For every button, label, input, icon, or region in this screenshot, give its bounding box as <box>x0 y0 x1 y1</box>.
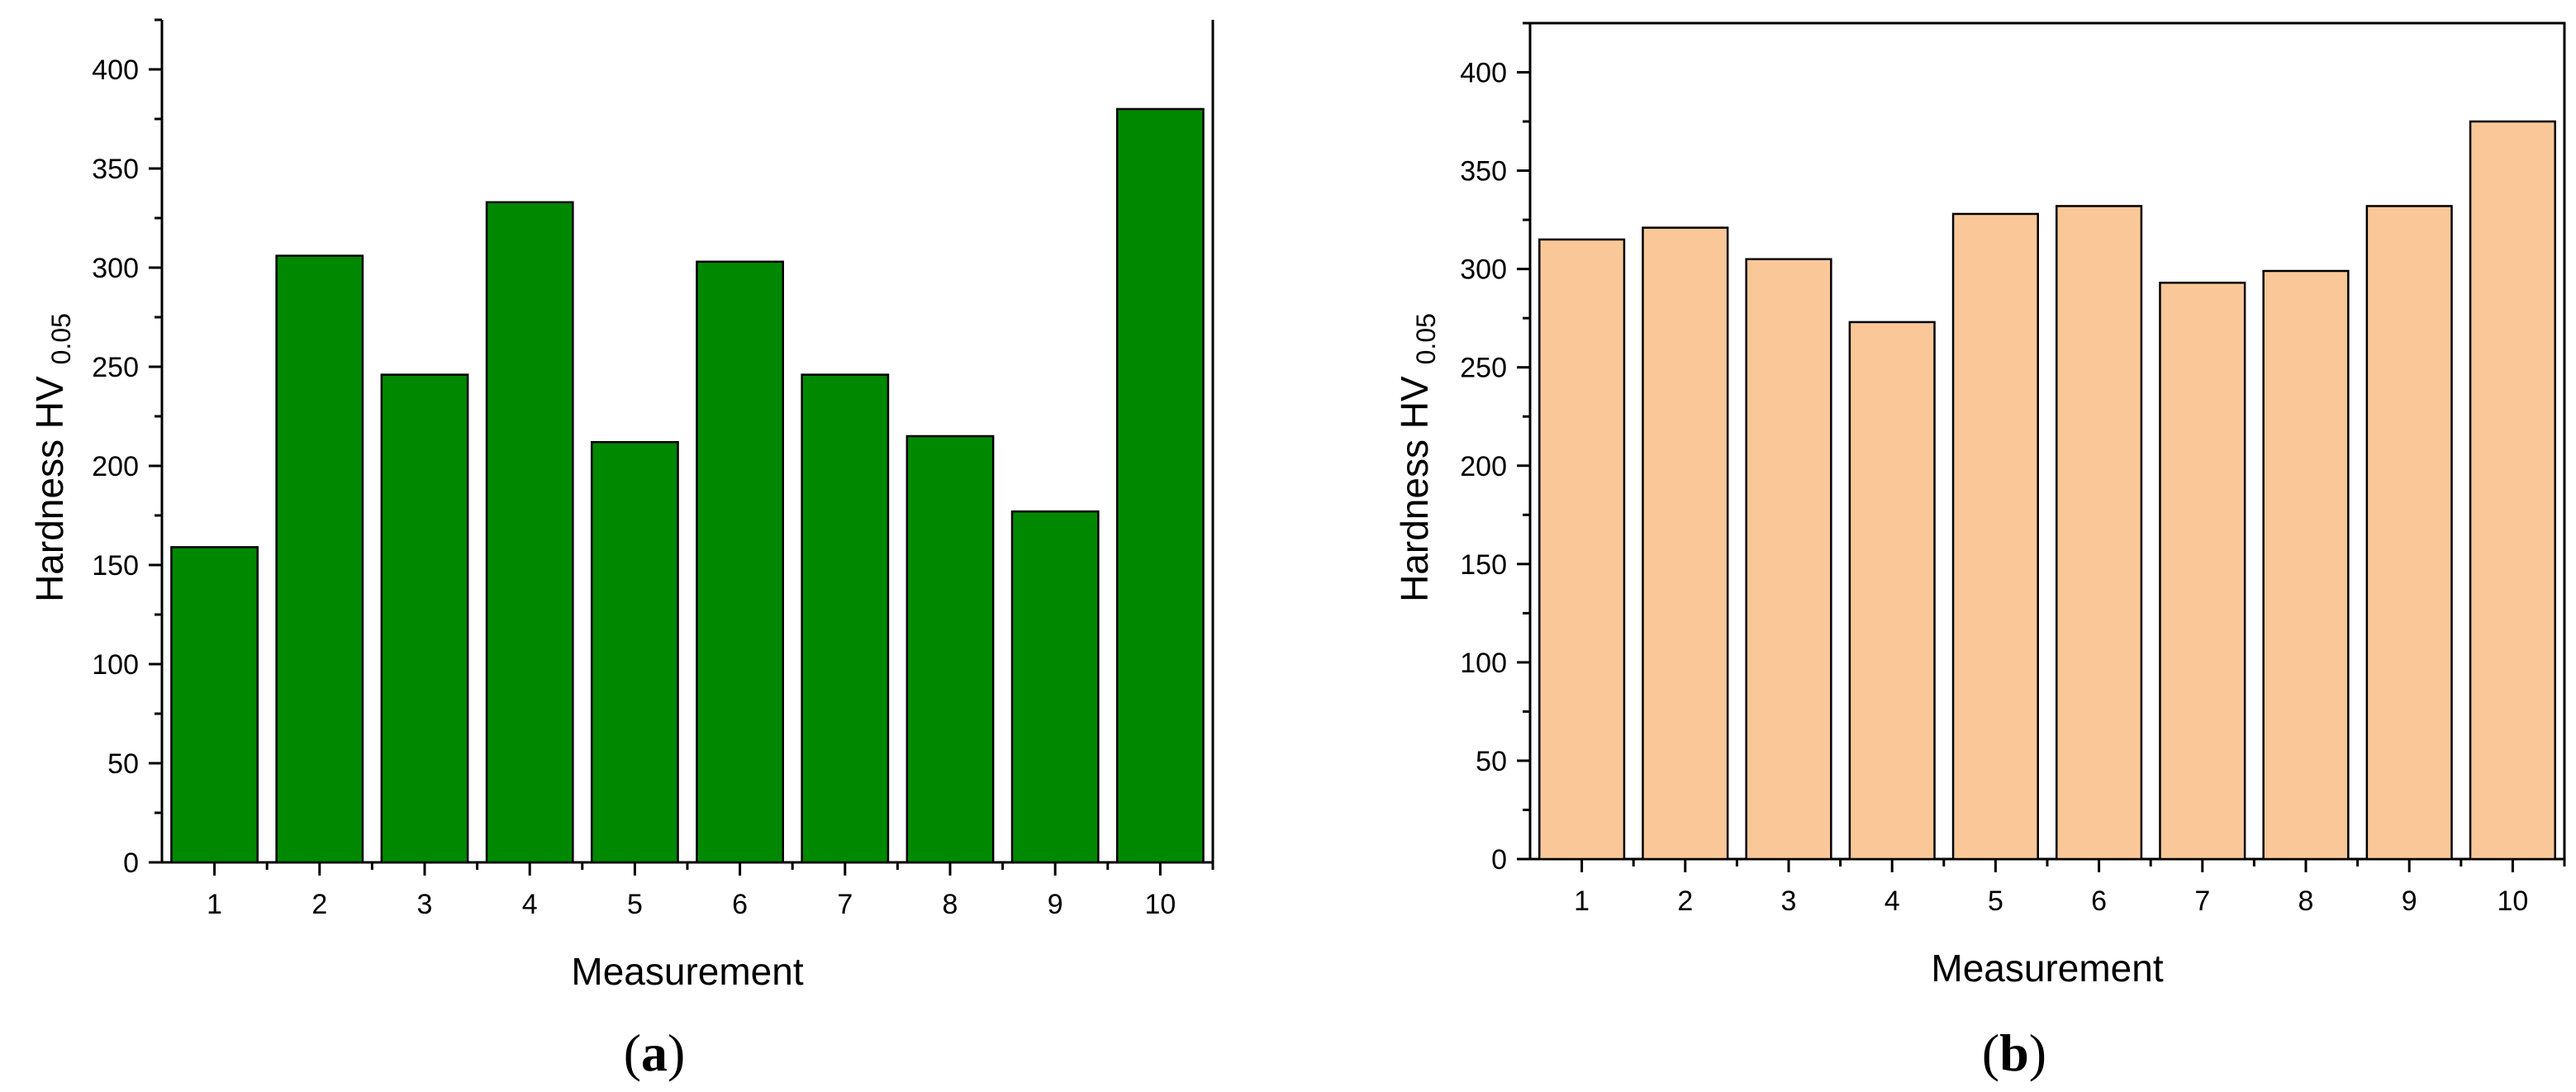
x-axis-label: Measurement <box>571 950 803 993</box>
x-tick-label: 9 <box>1048 889 1063 920</box>
x-tick-label: 6 <box>732 889 748 920</box>
y-tick-label: 350 <box>92 154 139 185</box>
y-tick-label: 400 <box>1460 58 1507 89</box>
bar-3 <box>1745 258 1832 861</box>
y-tick-label: 350 <box>1460 156 1507 188</box>
x-tick-label: 3 <box>1781 885 1797 917</box>
bar-2 <box>1642 226 1729 861</box>
bar-6 <box>2056 205 2143 861</box>
bar-7 <box>2159 282 2246 861</box>
panel-label: (a) <box>624 1023 686 1082</box>
bar-9 <box>1010 510 1100 864</box>
x-tick-label: 9 <box>2402 885 2417 917</box>
bar-8 <box>905 434 995 864</box>
y-tick-label: 100 <box>92 649 139 681</box>
y-axis-label: Hardness HV 0.05 <box>1393 313 1442 602</box>
y-axis-label-main: Hardness HV <box>28 376 71 602</box>
x-tick-label: 4 <box>1884 885 1900 917</box>
bar-5 <box>590 440 679 864</box>
x-axis-label: Measurement <box>1931 947 2163 990</box>
y-tick-label: 0 <box>123 847 139 879</box>
x-tick-label: 4 <box>522 889 538 920</box>
panel-label-open: ( <box>1982 1023 1999 1082</box>
bar-2 <box>275 254 364 864</box>
x-tick-label: 8 <box>943 889 958 920</box>
y-tick-label: 150 <box>1460 549 1507 581</box>
y-axis-label-subscript: 0.05 <box>46 313 76 364</box>
y-tick-label: 0 <box>1491 844 1507 876</box>
y-tick-label: 300 <box>1460 254 1507 286</box>
y-tick-label: 150 <box>92 550 139 582</box>
bar-9 <box>2365 205 2453 861</box>
bar-10 <box>2469 120 2556 861</box>
y-tick-label: 200 <box>1460 451 1507 482</box>
panel-label-letter: a <box>641 1023 668 1082</box>
x-tick-label: 5 <box>627 889 643 920</box>
y-tick-label: 50 <box>1476 746 1507 777</box>
x-tick-label: 7 <box>2194 885 2210 917</box>
x-tick-label: 10 <box>1144 889 1176 920</box>
y-tick-label: 50 <box>107 748 139 780</box>
y-tick-label: 300 <box>92 253 139 284</box>
x-tick-label: 5 <box>1988 885 2003 917</box>
y-tick-label: 400 <box>92 55 139 86</box>
y-tick-label: 250 <box>92 352 139 383</box>
y-axis-label-subscript: 0.05 <box>1411 313 1441 364</box>
bar-1 <box>1538 238 1626 861</box>
x-tick-label: 1 <box>207 889 222 920</box>
x-tick-label: 2 <box>1677 885 1693 917</box>
panel-label-close: ) <box>668 1023 685 1082</box>
bar-8 <box>2262 269 2350 861</box>
bar-1 <box>170 546 259 864</box>
y-axis-label: Hardness HV 0.05 <box>28 313 77 602</box>
panel-label-open: ( <box>624 1023 641 1082</box>
y-tick-label: 100 <box>1460 648 1507 679</box>
panel-label: (b) <box>1982 1023 2046 1082</box>
bar-10 <box>1115 107 1205 864</box>
bar-5 <box>1951 212 2039 861</box>
x-tick-label: 6 <box>2091 885 2107 917</box>
bar-7 <box>801 373 890 864</box>
bar-3 <box>380 373 469 864</box>
y-axis-label-main: Hardness HV <box>1393 376 1436 602</box>
x-tick-label: 2 <box>311 889 327 920</box>
chart-panel-b: 0 50 100 150 200 250 300 350 400 1 2 3 4 5 6 7 8 9 10 Measu… <box>1393 21 2566 1082</box>
x-tick-label: 10 <box>2497 885 2528 917</box>
bar-4 <box>1848 320 1936 861</box>
panel-label-letter: b <box>1999 1023 2029 1082</box>
x-tick-label: 7 <box>837 889 853 920</box>
bar-6 <box>696 260 785 864</box>
x-tick-label: 1 <box>1574 885 1590 917</box>
panel-label-close: ) <box>2029 1023 2046 1082</box>
x-tick-label: 8 <box>2298 885 2314 917</box>
y-tick-label: 200 <box>92 451 139 482</box>
chart-panel-a: 0 50 100 150 200 250 300 350 400 1 2 3 4 5 6 7 8 9 10 Measu… <box>28 18 1214 1082</box>
y-tick-label: 250 <box>1460 353 1507 384</box>
x-tick-label: 3 <box>417 889 433 920</box>
bar-4 <box>485 201 574 864</box>
